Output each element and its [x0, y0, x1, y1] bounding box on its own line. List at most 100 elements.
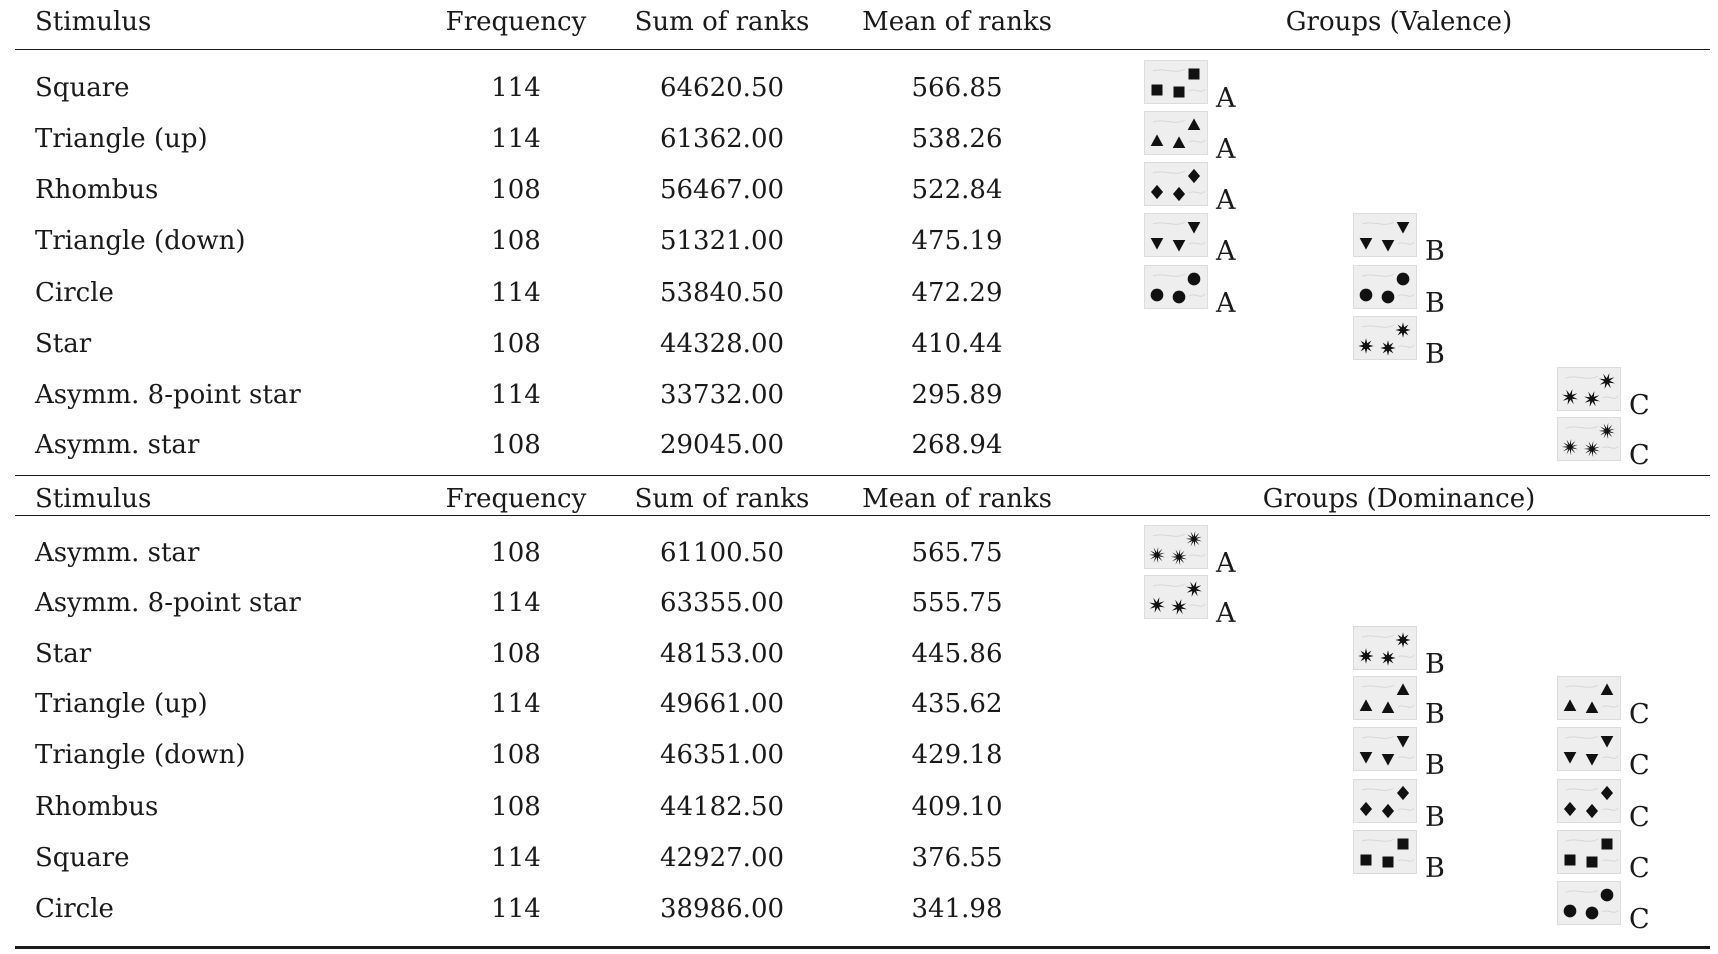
- header-groups-valence: Groups (Valence): [1285, 7, 1513, 37]
- frequency-value: 108: [491, 538, 541, 568]
- asym8-shape: [1599, 373, 1615, 389]
- stimulus-name: Triangle (down): [35, 740, 246, 770]
- mean-of-ranks-value: 566.85: [911, 73, 1003, 103]
- sum-of-ranks-value: 56467.00: [659, 175, 785, 205]
- rhombus-shape: [1563, 801, 1577, 817]
- background-texture: [1361, 273, 1415, 297]
- asym-stimulus-icon: [1148, 530, 1206, 566]
- stimulus-name: Square: [35, 843, 130, 873]
- sum-of-ranks-value: 33732.00: [659, 380, 785, 410]
- circle-stimulus-icon: [1150, 272, 1206, 304]
- stimulus-name: Circle: [35, 894, 114, 924]
- stimulus-name: Square: [35, 73, 130, 103]
- rhombus-shape: [1381, 803, 1395, 819]
- group-label: A: [1216, 236, 1236, 267]
- header-sum-of-ranks-2: Sum of ranks: [634, 484, 810, 514]
- asym-shape: [1170, 548, 1187, 566]
- group-label: C: [1629, 750, 1650, 781]
- group-label: B: [1425, 802, 1445, 833]
- stimulus-image: [1353, 213, 1417, 257]
- square-stimulus-icon: [1360, 838, 1415, 868]
- background-texture: [1152, 170, 1206, 194]
- square-shape: [1151, 84, 1163, 96]
- background-texture: [1361, 735, 1415, 759]
- asym8-shape: [1171, 599, 1187, 615]
- frequency-value: 114: [491, 380, 541, 410]
- stimulus-image: [1557, 830, 1621, 874]
- stimulus-image: [1144, 60, 1208, 104]
- star-shape: [1380, 650, 1396, 666]
- triangle-down-shape: [1585, 754, 1599, 766]
- sum-of-ranks-value: 44328.00: [659, 329, 785, 359]
- mean-of-ranks-value: 429.18: [911, 740, 1003, 770]
- frequency-value: 108: [491, 639, 541, 669]
- group-label: A: [1216, 598, 1236, 629]
- asym8-stimulus-icon: [1149, 581, 1206, 615]
- rhombus-shape: [1396, 785, 1410, 801]
- group-label: B: [1425, 853, 1445, 884]
- stimulus-image: [1144, 525, 1208, 569]
- group-label: B: [1425, 288, 1445, 319]
- triangle-down-shape: [1396, 222, 1410, 234]
- mean-of-ranks-value: 295.89: [911, 380, 1003, 410]
- mean-of-ranks-value: 410.44: [911, 329, 1003, 359]
- stimulus-name: Circle: [35, 278, 114, 308]
- stimulus-image: [1557, 779, 1621, 823]
- rhombus-shape: [1359, 801, 1373, 817]
- frequency-value: 108: [491, 430, 541, 460]
- stimulus-image: [1353, 626, 1417, 670]
- sum-of-ranks-value: 38986.00: [659, 894, 785, 924]
- stimulus-image: [1144, 213, 1208, 257]
- sum-of-ranks-value: 49661.00: [659, 689, 785, 719]
- header-stimulus-2: Stimulus: [35, 484, 152, 514]
- sum-of-ranks-value: 53840.50: [659, 278, 785, 308]
- background-texture: [1361, 787, 1415, 811]
- square-shape: [1173, 86, 1185, 98]
- header-mean-of-ranks: Mean of ranks: [862, 7, 1052, 37]
- stimulus-image: [1353, 676, 1417, 720]
- asym8-shape: [1584, 391, 1600, 407]
- asym-stimulus-icon: [1561, 422, 1619, 458]
- circle-shape: [1150, 288, 1164, 302]
- group-label: C: [1629, 802, 1650, 833]
- stimulus-name: Triangle (up): [35, 689, 208, 719]
- background-texture: [1565, 375, 1619, 399]
- square-shape: [1586, 856, 1598, 868]
- triangle-down-shape: [1396, 736, 1410, 748]
- circle-shape: [1396, 272, 1410, 286]
- triangle-up-shape: [1585, 701, 1599, 713]
- rhombus-shape: [1585, 803, 1599, 819]
- star-shape: [1395, 322, 1411, 338]
- asym8-shape: [1186, 581, 1202, 597]
- triangle-down-shape: [1600, 736, 1614, 748]
- triangle-down-shape: [1381, 754, 1395, 766]
- group-label: C: [1629, 853, 1650, 884]
- stimulus-image: [1144, 111, 1208, 155]
- asym-shape: [1583, 440, 1600, 458]
- square-shape: [1601, 838, 1613, 850]
- section-divider-rule: [15, 475, 1710, 476]
- triangle-up-shape: [1600, 683, 1614, 695]
- frequency-value: 114: [491, 689, 541, 719]
- triangle-up-shape: [1396, 683, 1410, 695]
- stimulus-image: [1557, 881, 1621, 925]
- stimulus-image: [1144, 265, 1208, 309]
- circle-shape: [1187, 272, 1201, 286]
- stimulus-name: Star: [35, 639, 92, 669]
- stimulus-image: [1557, 417, 1621, 461]
- stimulus-name: Triangle (down): [35, 226, 246, 256]
- mean-of-ranks-value: 522.84: [911, 175, 1003, 205]
- header-frequency-2: Frequency: [445, 484, 587, 514]
- header-sum-of-ranks: Sum of ranks: [634, 7, 810, 37]
- star-shape: [1395, 632, 1411, 648]
- triangle-down-shape: [1563, 752, 1577, 764]
- circle-shape: [1172, 290, 1186, 304]
- square-stimulus-icon: [1564, 838, 1619, 868]
- background-texture: [1565, 684, 1619, 708]
- triangle-down-stimulus-icon: [1150, 221, 1206, 252]
- group-label: A: [1216, 548, 1236, 579]
- header-frequency: Frequency: [445, 7, 587, 37]
- sum-of-ranks-value: 48153.00: [659, 639, 785, 669]
- triangle-down-stimulus-icon: [1563, 735, 1619, 766]
- stimulus-name: Asymm. star: [35, 538, 200, 568]
